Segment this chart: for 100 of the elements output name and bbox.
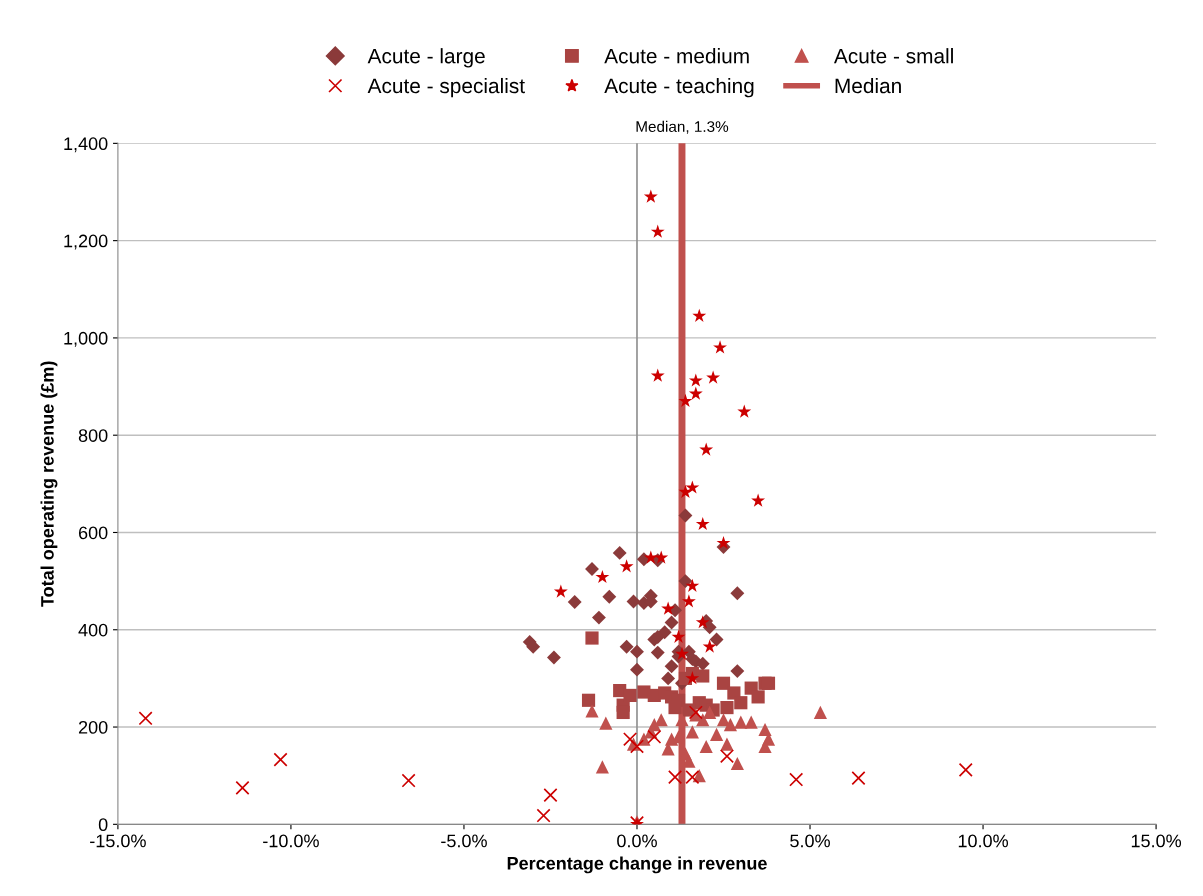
point — [716, 535, 731, 550]
y-tick-label: 600 — [78, 526, 108, 540]
point — [713, 340, 727, 354]
point — [813, 705, 827, 720]
point — [685, 480, 700, 494]
point — [716, 713, 731, 727]
annotation: Median, 1.3% — [636, 120, 729, 134]
point — [720, 737, 734, 751]
point — [546, 650, 561, 665]
legend-label: Acute - large — [367, 48, 485, 68]
point — [720, 701, 734, 715]
point — [675, 646, 689, 660]
x-tick-label: -5.0% — [441, 834, 487, 848]
point — [623, 688, 637, 703]
point — [629, 739, 645, 754]
point — [730, 664, 745, 679]
point — [709, 632, 724, 647]
point — [685, 770, 700, 785]
point — [664, 615, 679, 630]
point — [668, 701, 682, 715]
y-tick-label: 1,200 — [64, 234, 108, 250]
y-tick-label: 1,400 — [64, 137, 108, 153]
point — [654, 550, 669, 564]
point — [678, 393, 693, 408]
point — [273, 752, 288, 767]
point — [734, 696, 748, 710]
point — [685, 671, 700, 685]
point — [591, 610, 606, 625]
y-axis-title: Total operating revenue (£m) — [40, 361, 58, 607]
point — [761, 676, 776, 690]
point — [695, 516, 710, 531]
point — [401, 773, 416, 788]
point — [692, 308, 707, 322]
point — [696, 669, 710, 683]
point — [702, 620, 717, 635]
point — [654, 713, 668, 727]
point — [581, 693, 596, 707]
point — [650, 368, 665, 382]
point — [719, 749, 735, 764]
point — [685, 725, 699, 739]
point — [612, 545, 627, 560]
point — [675, 713, 689, 727]
point — [650, 224, 665, 238]
point — [737, 404, 752, 418]
point — [585, 704, 599, 718]
point — [619, 639, 634, 654]
x-axis-title: Percentage change in revenue — [507, 856, 767, 874]
point — [630, 662, 644, 677]
point — [730, 586, 745, 601]
point — [657, 625, 672, 640]
point — [543, 788, 558, 803]
y-tick-label: 200 — [78, 720, 108, 734]
point — [599, 716, 613, 730]
point — [723, 718, 738, 732]
point — [685, 578, 700, 592]
x-tick-label: 10.0% — [958, 834, 1009, 848]
x-tick-label: 15.0% — [1131, 834, 1182, 848]
point — [678, 508, 693, 523]
point — [699, 442, 714, 456]
legend-label: Acute - specialist — [367, 77, 525, 98]
x-tick-label: 0.0% — [617, 834, 657, 848]
x-tick-label: -10.0% — [263, 834, 319, 848]
point — [678, 484, 693, 498]
point — [751, 690, 765, 704]
point — [744, 715, 758, 729]
point — [678, 574, 693, 589]
point — [734, 715, 748, 729]
point — [138, 711, 153, 726]
legend-label: Acute - teaching — [604, 77, 754, 98]
point — [661, 671, 676, 686]
point — [958, 762, 973, 777]
point — [688, 373, 703, 387]
point — [706, 370, 721, 384]
point — [619, 559, 634, 573]
x-tick-label: 5.0% — [790, 834, 830, 848]
point — [695, 615, 710, 629]
point — [585, 631, 599, 645]
point — [699, 739, 713, 754]
point — [751, 493, 766, 507]
point — [710, 727, 724, 741]
point — [616, 705, 630, 720]
y-tick-label: 400 — [78, 623, 108, 637]
point — [602, 589, 617, 604]
point — [851, 771, 866, 786]
y-tick-label: 800 — [78, 429, 108, 442]
y-tick-label: 0 — [98, 818, 108, 832]
point — [681, 594, 696, 608]
point — [758, 722, 772, 737]
point — [630, 644, 644, 659]
point — [671, 629, 686, 643]
point — [235, 780, 250, 795]
point — [661, 601, 676, 615]
point — [595, 760, 609, 774]
x-tick-label: -15.0% — [90, 834, 146, 848]
legend-label: Acute - small — [833, 48, 953, 64]
point — [702, 639, 717, 653]
point — [567, 595, 582, 609]
y-tick-label: 1,000 — [64, 331, 108, 347]
point — [668, 770, 683, 785]
point — [643, 189, 658, 203]
